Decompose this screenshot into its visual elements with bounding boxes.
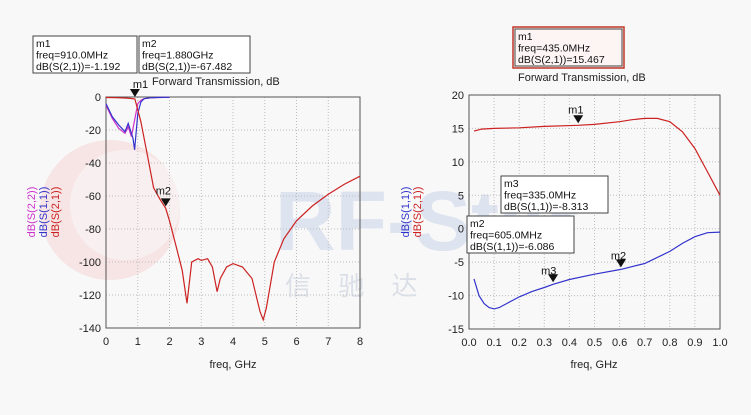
x-tick-label: 0 [103, 336, 109, 348]
chart-right-y-tick-labels: 20 15 10 5 0 -5 -10 -15 [448, 90, 464, 336]
chart-right-y-axis-labels: dB(S(1,1)) dB(S(2,1)) [400, 187, 424, 238]
marker-readout-line: freq=605.0MHz [470, 230, 542, 242]
marker-readout-box [32, 35, 138, 74]
y-tick-label: -5 [454, 257, 464, 269]
marker-readout-line: m1 [36, 38, 51, 50]
x-tick-label: 1 [135, 336, 141, 348]
marker-label: m1 [133, 79, 148, 91]
chart-right-marker-readouts: m1freq=435.0MHzdB(S(2,1))=15.467m3freq=3… [466, 26, 625, 254]
y-tick-label: 10 [452, 157, 464, 169]
y-axis-label: dB(S(2,2)) [26, 187, 38, 238]
x-tick-label: 5 [262, 336, 268, 348]
chart-right-series [473, 117, 721, 310]
marker-readout-line: freq=435.0MHz [518, 43, 590, 55]
watermark-swirl-cutout [70, 150, 180, 260]
marker-triangle [615, 259, 626, 268]
x-tick-label: 7 [325, 336, 331, 348]
y-tick-label: 5 [458, 190, 464, 202]
y-tick-label: -40 [85, 158, 101, 170]
chart-left: Forward Transmission, dB freq, GHz dB(S(… [26, 35, 363, 371]
marker-readout-box [514, 28, 623, 67]
x-tick-label: 0.6 [612, 337, 627, 349]
marker-readout-box [466, 215, 575, 254]
x-tick-label: 0.9 [687, 337, 702, 349]
y-axis-label: dB(S(1,1)) [38, 187, 50, 238]
marker-triangle [573, 115, 584, 124]
x-tick-label: 0.7 [637, 337, 652, 349]
marker-label: m1 [568, 104, 583, 116]
chart-right-plot-frame [468, 94, 721, 330]
series-line [473, 117, 721, 196]
y-tick-label: -140 [79, 323, 101, 335]
watermark-subtext: 信 驰 达 [285, 271, 427, 301]
marker-triangle [548, 274, 559, 283]
marker-triangle [129, 88, 140, 97]
marker-triangle [160, 198, 171, 207]
chart-left-y-tick-labels: 0 -20 -40 -60 -80 -100 -120 -140 [79, 92, 101, 335]
series-line [473, 231, 721, 310]
chart-right-markers: m1 m3 m2 [541, 104, 626, 283]
marker-readout-line: m1 [518, 31, 533, 43]
marker-readout-line: dB(S(2,1))=-67.482 [142, 61, 232, 73]
chart-left-series [105, 96, 361, 322]
marker-readout-line: m2 [142, 38, 157, 50]
chart-left-title: Forward Transmission, dB [152, 76, 280, 88]
x-tick-label: 0.1 [486, 337, 501, 349]
x-tick-label: 0.0 [461, 337, 476, 349]
marker-readout-line: dB(S(1,1))=-6.086 [470, 241, 554, 253]
y-tick-label: -80 [85, 224, 101, 236]
chart-left-markers: m1 m2 [129, 79, 171, 207]
chart-right-title: Forward Transmission, dB [518, 72, 646, 84]
chart-right-x-axis-label: freq, GHz [570, 359, 617, 371]
x-tick-label: 4 [230, 336, 236, 348]
x-tick-label: 0.4 [562, 337, 577, 349]
x-tick-label: 1.0 [712, 337, 727, 349]
marker-readout-line: freq=910.0MHz [36, 50, 108, 62]
y-axis-label: dB(S(2,1)) [50, 187, 62, 238]
marker-readout-line: m3 [504, 178, 519, 190]
y-tick-label: -20 [85, 125, 101, 137]
x-tick-label: 0.8 [662, 337, 677, 349]
y-tick-label: 15 [452, 123, 464, 135]
x-tick-label: 0.2 [512, 337, 527, 349]
series-line [105, 96, 361, 322]
marker-readout-line: freq=1.880GHz [142, 50, 214, 62]
chart-left-x-tick-labels: 0 1 2 3 4 5 6 7 8 [103, 336, 363, 348]
marker-readout-box [500, 175, 609, 214]
marker-label: m2 [156, 185, 171, 197]
marker-label: m3 [541, 265, 556, 277]
x-tick-label: 2 [166, 336, 172, 348]
y-tick-label: 0 [95, 92, 101, 104]
x-tick-label: 0.3 [537, 337, 552, 349]
y-tick-label: -60 [85, 191, 101, 203]
chart-left-x-axis-label: freq, GHz [209, 359, 256, 371]
y-tick-label: 20 [452, 90, 464, 102]
marker-readout-line: freq=335.0MHz [504, 190, 576, 202]
y-tick-label: 0 [458, 224, 464, 236]
chart-left-y-axis-labels: dB(S(2,2)) dB(S(1,1)) dB(S(2,1)) [26, 187, 62, 238]
y-tick-label: -100 [79, 257, 101, 269]
x-tick-label: 0.5 [587, 337, 602, 349]
y-tick-label: -15 [448, 324, 464, 336]
chart-left-plot-frame [105, 96, 361, 329]
y-axis-label: dB(S(2,1)) [412, 187, 424, 238]
marker-readout-line: dB(S(1,1))=-8.313 [504, 201, 588, 213]
marker-readout-line: dB(S(2,1))=15.467 [518, 54, 605, 66]
marker-readout-line: m2 [470, 218, 485, 230]
marker-label: m2 [611, 250, 626, 262]
y-axis-label: dB(S(1,1)) [400, 187, 412, 238]
marker-readout-line: dB(S(2,1))=-1.192 [36, 61, 120, 73]
y-tick-label: -10 [448, 291, 464, 303]
x-tick-label: 8 [357, 336, 363, 348]
marker-readout-box [138, 35, 251, 74]
chart-right-x-tick-labels: 0.0 0.1 0.2 0.3 0.4 0.5 0.6 0.7 0.8 0.9 1.0 [461, 337, 727, 349]
x-tick-label: 6 [293, 336, 299, 348]
x-tick-label: 3 [198, 336, 204, 348]
series-line [105, 96, 170, 150]
y-tick-label: -120 [79, 290, 101, 302]
chart-right: Forward Transmission, dB freq, GHz dB(S(… [400, 26, 728, 371]
